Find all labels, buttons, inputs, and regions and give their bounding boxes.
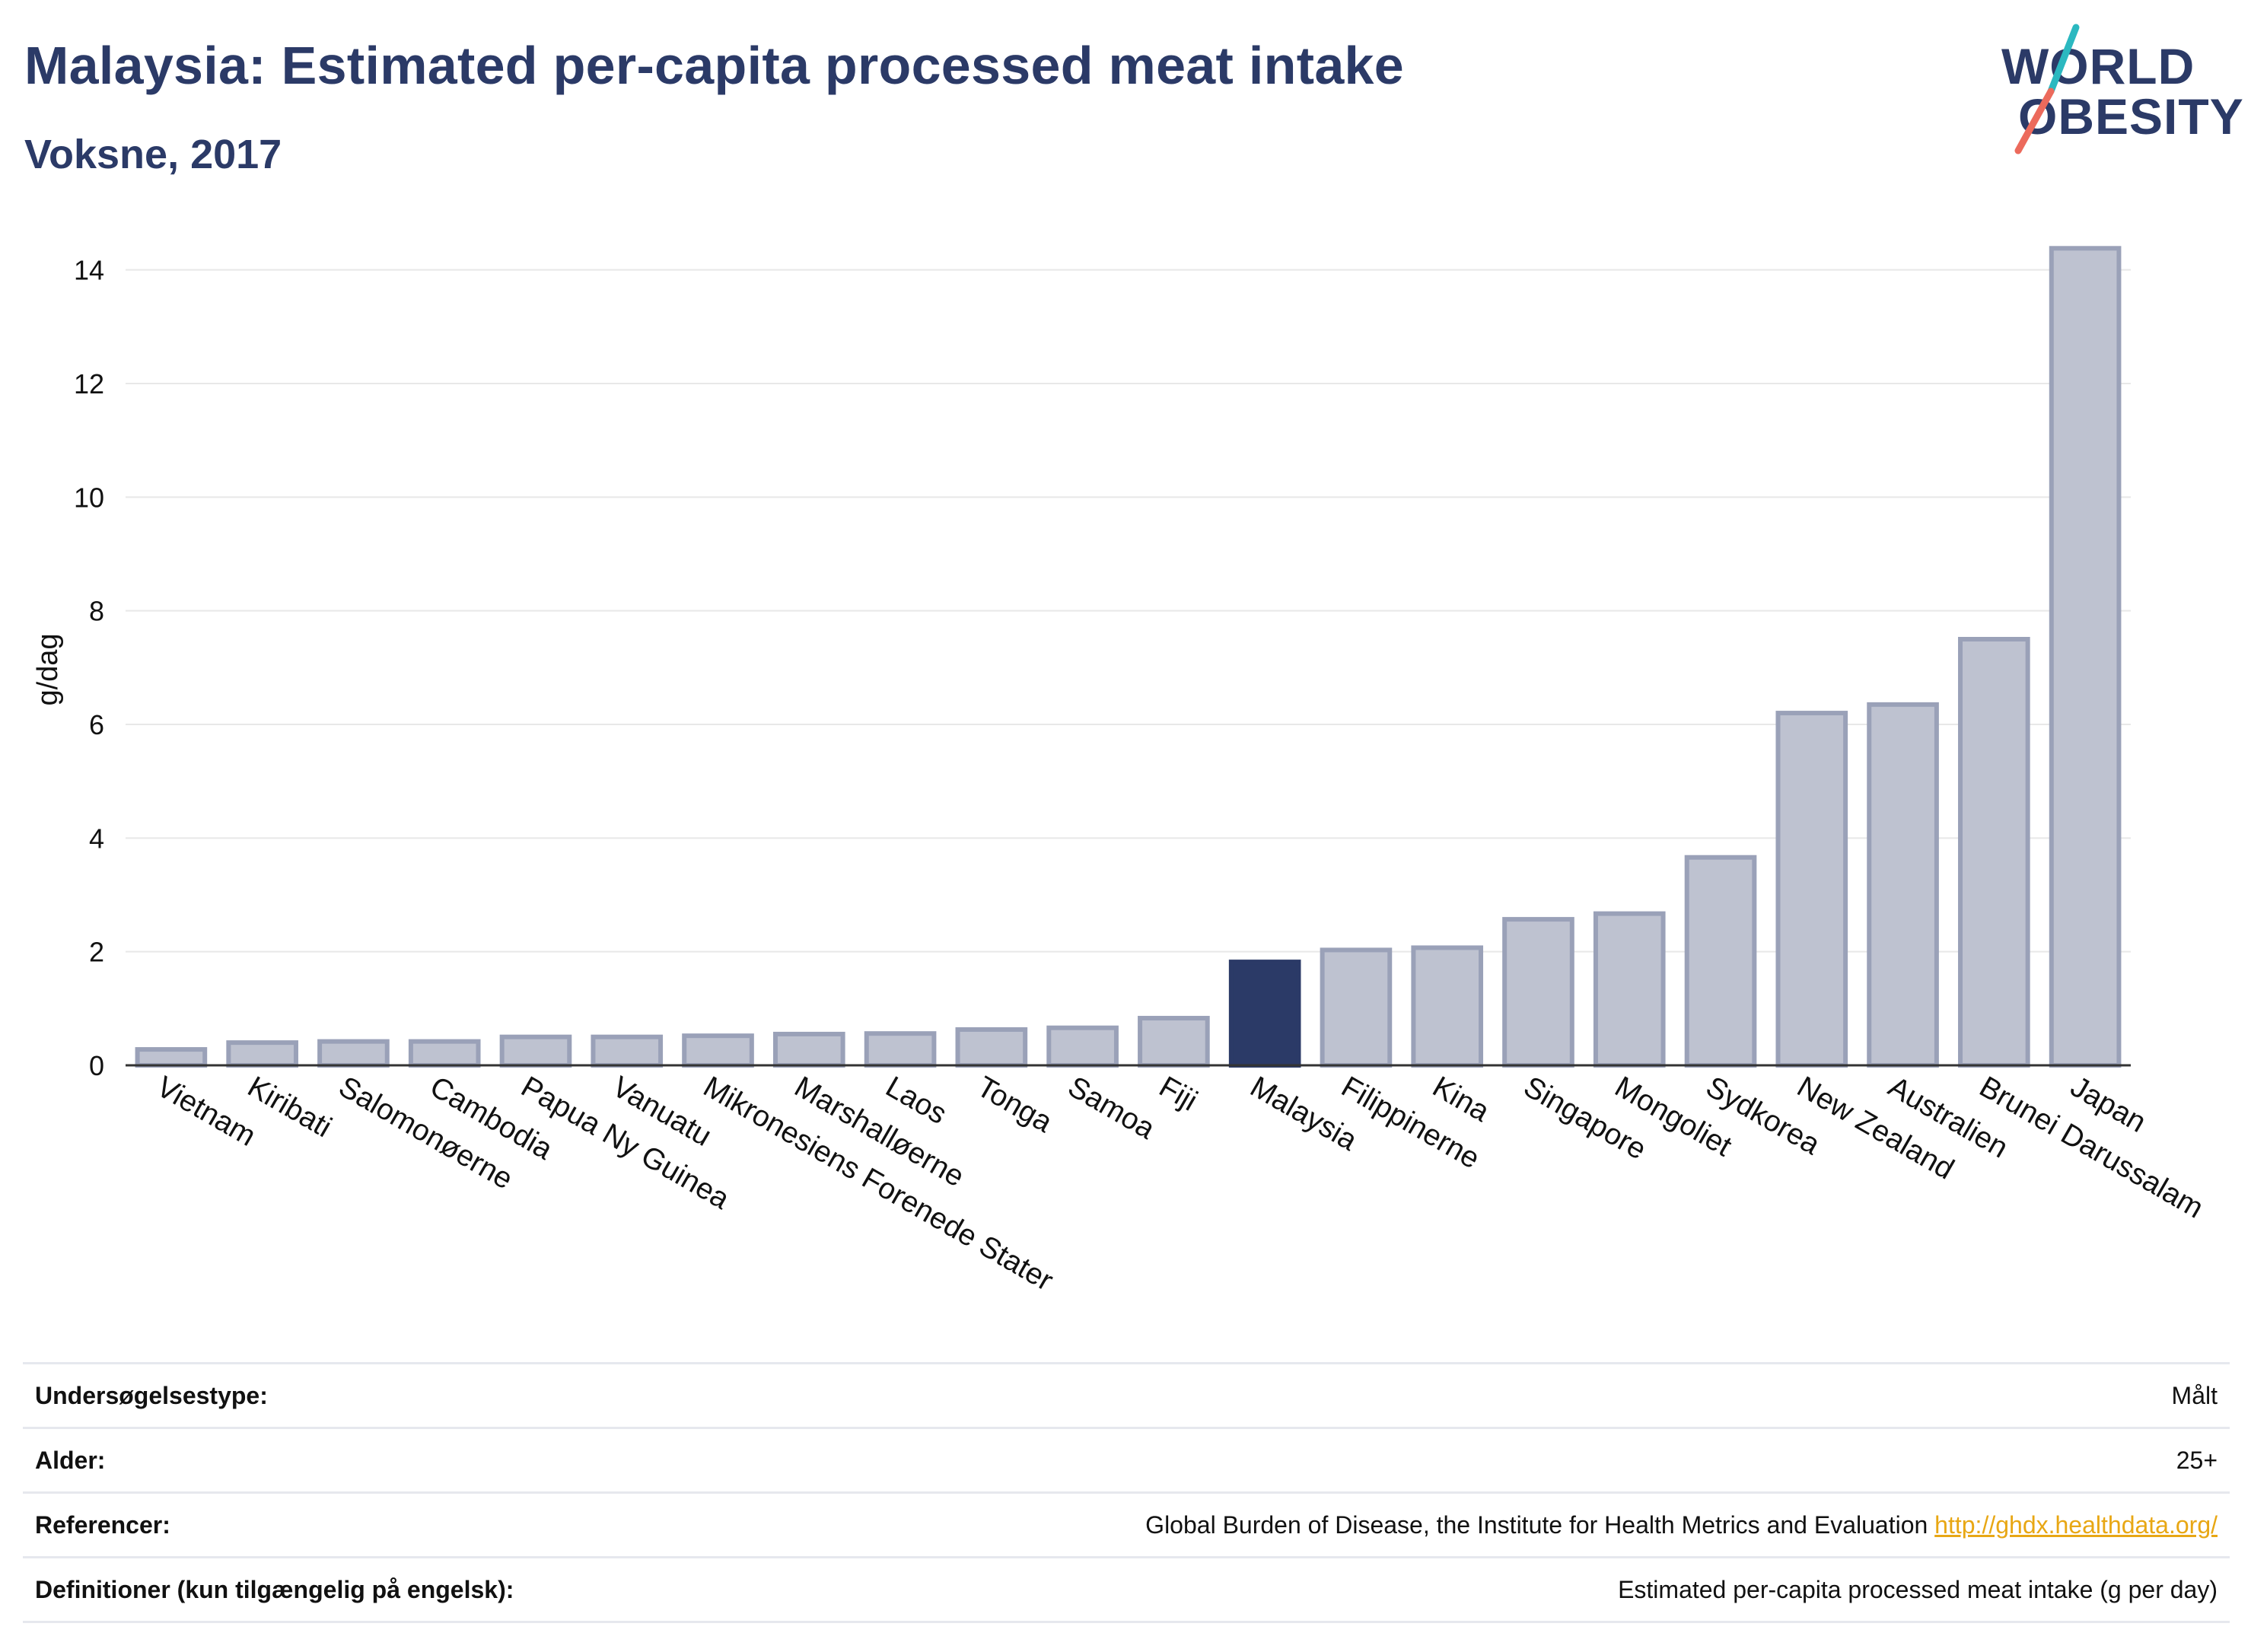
bar-malaysia bbox=[1228, 960, 1301, 1068]
bar-cambodia bbox=[408, 1039, 481, 1068]
y-tick-label: 10 bbox=[74, 482, 104, 513]
x-axis-labels: VietnamKiribatiSalomonøerneCambodiaPapua… bbox=[151, 1071, 2208, 1297]
bar-japan bbox=[2049, 246, 2122, 1068]
bar-new-zealand bbox=[1775, 711, 1848, 1068]
info-value: Estimated per-capita processed meat inta… bbox=[1618, 1575, 2218, 1603]
x-tick-label: Samoa bbox=[1062, 1071, 1161, 1146]
y-tick-label: 14 bbox=[74, 255, 104, 286]
info-row-survey-type: Undersøgelsestype: Målt bbox=[23, 1362, 2230, 1427]
reference-text: Global Burden of Disease, the Institute … bbox=[1145, 1510, 1928, 1539]
logo-line-1: WORLD bbox=[2001, 38, 2195, 94]
y-tick-label: 12 bbox=[74, 368, 104, 399]
bar-kina bbox=[1411, 945, 1484, 1068]
bar-mikronesiens-forenede-stater bbox=[682, 1033, 754, 1068]
y-axis-ticks: 0 2 4 6 8 10 12 14 bbox=[74, 255, 104, 1081]
chart-title: Malaysia: Estimated per-capita processed… bbox=[24, 36, 1405, 95]
bar-chart: 0 2 4 6 8 10 12 14 VietnamKiribatiSalomonøerneC… bbox=[32, 246, 2209, 1297]
bar-laos bbox=[864, 1031, 937, 1068]
logo-slash-icon bbox=[2014, 24, 2080, 154]
info-value: 25+ bbox=[2176, 1446, 2218, 1474]
bar-samoa bbox=[1046, 1025, 1119, 1068]
logo-line-2: OBESITY bbox=[2018, 88, 2244, 145]
x-tick-label: Tonga bbox=[971, 1071, 1058, 1140]
bar-sydkorea bbox=[1684, 855, 1757, 1068]
bar-fiji bbox=[1138, 1016, 1210, 1068]
y-tick-label: 8 bbox=[89, 596, 104, 627]
info-key: Alder: bbox=[35, 1446, 106, 1474]
x-tick-label: Kiribati bbox=[242, 1071, 337, 1144]
y-tick-label: 6 bbox=[89, 709, 104, 740]
chart-subtitle: Voksne, 2017 bbox=[24, 132, 282, 177]
bar-singapore bbox=[1502, 917, 1574, 1068]
info-key: Referencer: bbox=[35, 1510, 170, 1539]
y-tick-label: 4 bbox=[89, 823, 104, 854]
bar-mongoliet bbox=[1593, 911, 1666, 1068]
info-row-age: Alder: 25+ bbox=[23, 1427, 2230, 1491]
bar-marshall-erne bbox=[772, 1031, 845, 1068]
bar-vanuatu bbox=[591, 1034, 664, 1068]
y-axis-label: g/dag bbox=[32, 633, 64, 705]
info-value: Målt bbox=[2171, 1381, 2218, 1409]
bar-australien bbox=[1867, 702, 1939, 1068]
y-tick-label: 0 bbox=[89, 1050, 104, 1081]
bar-papua-ny-guinea bbox=[499, 1034, 572, 1068]
bar-kiribati bbox=[226, 1040, 298, 1068]
y-tick-label: 2 bbox=[89, 937, 104, 968]
info-key: Definitioner (kun tilgængelig på engelsk… bbox=[35, 1575, 514, 1603]
info-row-definitions: Definitioner (kun tilgængelig på engelsk… bbox=[23, 1556, 2230, 1623]
reference-link[interactable]: http://ghdx.healthdata.org/ bbox=[1934, 1510, 2218, 1539]
info-value: Global Burden of Disease, the Institute … bbox=[1145, 1511, 2218, 1539]
world-obesity-logo: WORLD OBESITY bbox=[1979, 21, 2245, 158]
bar-brunei-darussalam bbox=[1958, 637, 2030, 1068]
x-tick-label: Fiji bbox=[1154, 1071, 1203, 1118]
info-row-references: Referencer: Global Burden of Disease, th… bbox=[23, 1491, 2230, 1556]
info-key: Undersøgelsestype: bbox=[35, 1381, 268, 1409]
bars bbox=[135, 246, 2122, 1068]
bar-filippinerne bbox=[1320, 947, 1393, 1068]
info-table: Undersøgelsestype: Målt Alder: 25+ Refer… bbox=[23, 1362, 2230, 1623]
bar-tonga bbox=[955, 1027, 1028, 1068]
bar-vietnam bbox=[135, 1047, 208, 1068]
bar-salomon-erne bbox=[317, 1039, 390, 1068]
x-tick-label: Vietnam bbox=[151, 1071, 261, 1153]
